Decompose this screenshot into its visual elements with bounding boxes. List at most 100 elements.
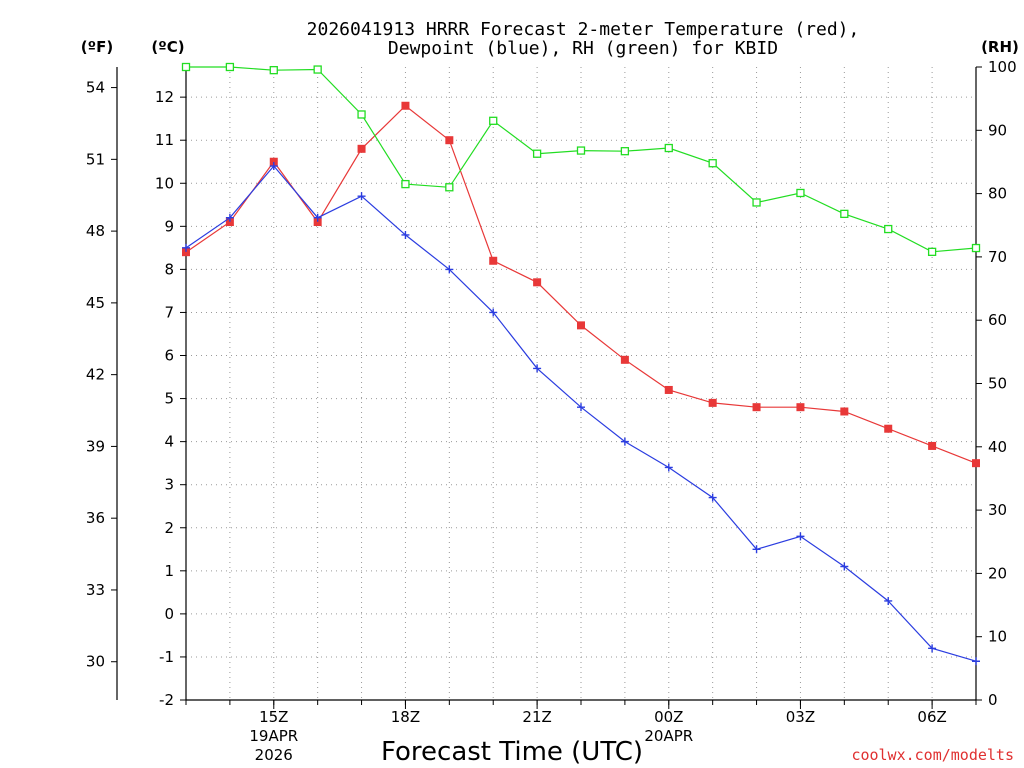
celsius-tick-label: 1 — [164, 562, 174, 580]
dewpoint-point — [620, 437, 629, 446]
x-tick-label: 06Z — [917, 708, 946, 726]
x-tick-year: 2026 — [255, 746, 293, 764]
celsius-tick-label: 8 — [164, 260, 174, 278]
temperature-point — [533, 278, 542, 287]
celsius-tick-label: 7 — [164, 303, 174, 321]
celsius-tick-label: 10 — [155, 174, 174, 192]
celsius-tick-label: 9 — [164, 217, 174, 235]
fahrenheit-tick-label: 30 — [86, 653, 105, 671]
celsius-tick-label: 4 — [164, 433, 174, 451]
dewpoint-point — [533, 364, 542, 373]
rh-tick-label: 20 — [988, 564, 1007, 582]
rh-axis-label: (RH) — [981, 38, 1019, 56]
dewpoint-point — [489, 308, 498, 317]
dewpoint-point — [796, 532, 805, 541]
rh-point — [708, 159, 717, 168]
temperature-point — [972, 459, 980, 468]
rh-point — [884, 224, 893, 234]
chart-title-line-1: 2026041913 HRRR Forecast 2-meter Tempera… — [307, 19, 860, 40]
rh-point — [445, 183, 454, 192]
dewpoint-point — [445, 265, 454, 274]
celsius-tick-label: 0 — [164, 605, 174, 623]
celsius-tick-label: 12 — [155, 88, 174, 106]
rh-point — [181, 62, 191, 72]
rh-tick-label: 80 — [988, 185, 1007, 203]
x-tick-label: 15Z — [259, 708, 288, 726]
rh-tick-label: 0 — [988, 691, 998, 709]
fahrenheit-tick-label: 42 — [86, 366, 105, 384]
temperature-point — [357, 144, 366, 153]
dewpoint-point — [313, 213, 322, 222]
rh-tick-label: 70 — [988, 248, 1007, 266]
rh-point — [840, 209, 849, 219]
fahrenheit-tick-label: 39 — [86, 437, 105, 455]
rh-tick-label: 40 — [988, 438, 1007, 456]
temperature-point — [401, 101, 410, 110]
dewpoint-point — [972, 657, 980, 666]
celsius-axis-label: (ºC) — [151, 38, 184, 56]
series-layer — [181, 62, 981, 666]
temperature-point — [577, 321, 585, 330]
temperature-point — [620, 355, 629, 364]
temperature-point — [840, 407, 849, 416]
rh-point — [927, 247, 937, 256]
rh-tick-label: 90 — [988, 121, 1007, 139]
dewpoint-point — [401, 230, 410, 239]
fahrenheit-tick-label: 48 — [86, 222, 105, 240]
rh-point — [620, 147, 630, 156]
celsius-tick-label: 3 — [164, 476, 174, 494]
dewpoint-point — [664, 463, 673, 472]
rh-point — [401, 179, 410, 189]
x-tick-date: 20APR — [644, 727, 693, 745]
temperature-point — [796, 403, 805, 412]
rh-point — [664, 143, 673, 153]
celsius-tick-label: 2 — [164, 519, 174, 537]
axes — [116, 67, 977, 701]
rh-point — [576, 146, 586, 155]
dewpoint-series — [182, 162, 980, 666]
temperature-point — [225, 218, 234, 227]
dewpoint-point — [708, 493, 717, 502]
fahrenheit-tick-label: 36 — [86, 509, 105, 527]
rh-point — [971, 243, 981, 253]
celsius-tick-label: -2 — [159, 691, 174, 709]
dewpoint-point — [840, 562, 849, 571]
rh-point — [269, 66, 278, 75]
rh-point — [532, 149, 542, 158]
rh-tick-label: 50 — [988, 375, 1007, 393]
x-tick-label: 21Z — [522, 708, 551, 726]
rh-line — [186, 66, 977, 253]
temperature-point — [445, 136, 454, 145]
dewpoint-point — [357, 192, 366, 201]
fahrenheit-tick-label: 54 — [86, 79, 105, 97]
rh-tick-label: 100 — [988, 58, 1017, 76]
rh-point — [752, 198, 761, 207]
fahrenheit-tick-label: 45 — [86, 294, 105, 312]
dewpoint-point — [577, 403, 585, 412]
celsius-tick-label: -1 — [159, 648, 174, 666]
x-tick-label: 18Z — [391, 708, 420, 726]
temperature-point — [884, 424, 893, 433]
dewpoint-line — [185, 165, 977, 662]
temperature-point — [269, 157, 278, 166]
rh-tick-label: 10 — [988, 628, 1007, 646]
ticks: -2-1012345678910111230333639424548515401… — [86, 58, 1017, 764]
fahrenheit-tick-label: 33 — [86, 581, 105, 599]
chart-title-line-2: Dewpoint (blue), RH (green) for KBID — [388, 38, 778, 59]
celsius-tick-label: 11 — [155, 131, 174, 149]
dewpoint-point — [884, 596, 893, 605]
temperature-point — [708, 398, 717, 407]
fahrenheit-axis-label: (ºF) — [81, 38, 113, 56]
dewpoint-point — [269, 162, 278, 171]
temperature-point — [489, 256, 498, 265]
rh-point — [225, 62, 235, 72]
temperature-point — [182, 248, 190, 257]
x-tick-date: 19APR — [249, 727, 298, 745]
x-tick-label: 03Z — [786, 708, 815, 726]
temperature-point — [928, 441, 937, 450]
rh-tick-label: 60 — [988, 311, 1007, 329]
dewpoint-point — [182, 243, 190, 252]
celsius-tick-label: 5 — [164, 390, 174, 408]
fahrenheit-tick-label: 51 — [86, 150, 105, 168]
